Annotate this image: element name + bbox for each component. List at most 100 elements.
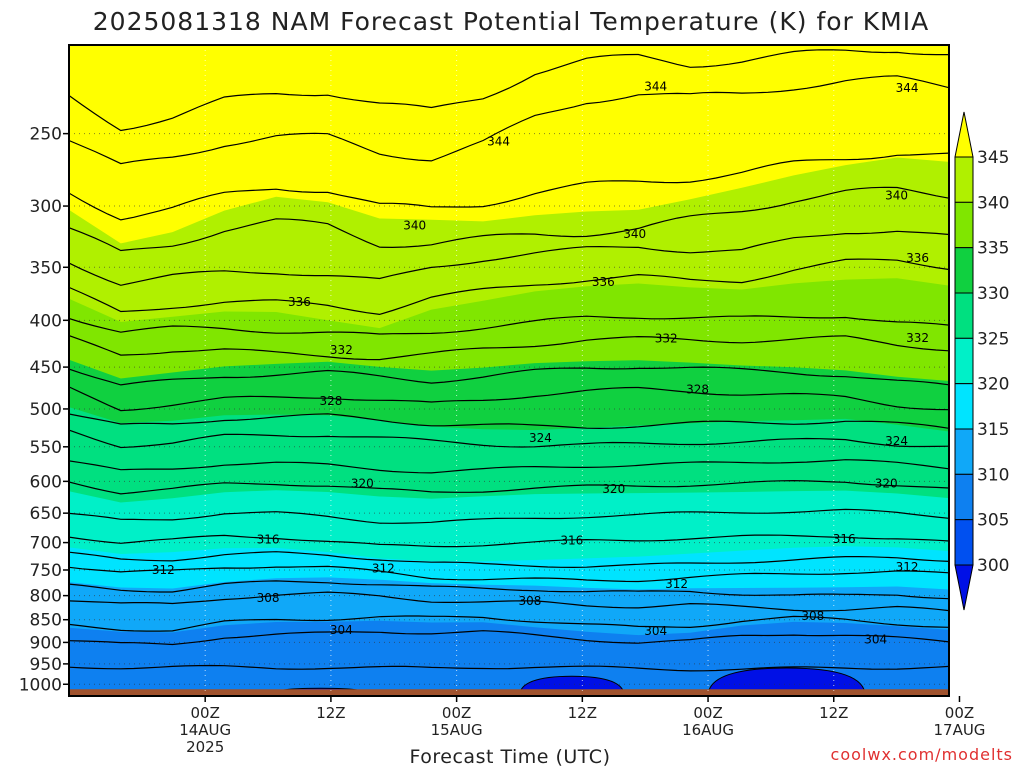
contour-label-320: 320 bbox=[875, 476, 898, 490]
isentrope-342 bbox=[69, 152, 949, 221]
contour-label-328: 328 bbox=[686, 382, 709, 396]
contour-label-312: 312 bbox=[665, 577, 688, 591]
contour-label-324: 324 bbox=[529, 431, 552, 445]
contour-label-340: 340 bbox=[403, 218, 426, 232]
xtick-label-2-0: 00Z bbox=[442, 704, 471, 722]
xtick-label-3-0: 12Z bbox=[568, 704, 597, 722]
colorbar-segment-7 bbox=[954, 473, 974, 521]
isentrope-346 bbox=[69, 49, 949, 132]
colorbar-segment-8 bbox=[954, 519, 974, 566]
colorbar-segment-0 bbox=[954, 156, 974, 203]
contour-label-344: 344 bbox=[896, 81, 919, 95]
isentrope-344 bbox=[69, 75, 949, 165]
xtick-label-6-1: 17AUG bbox=[933, 721, 985, 739]
ground bbox=[69, 689, 949, 696]
chart-title: 2025081318 NAM Forecast Potential Temper… bbox=[93, 7, 929, 36]
isentrope-324 bbox=[69, 429, 949, 449]
contour-label-316: 316 bbox=[257, 533, 280, 547]
xtick-label-5-0: 12Z bbox=[819, 704, 848, 722]
ytick-label-500: 500 bbox=[30, 400, 62, 420]
y-axis-ticks: 2503003504004505005506006507007508008509… bbox=[19, 125, 69, 695]
colorbar-label-310: 310 bbox=[977, 465, 1009, 485]
contour-label-304: 304 bbox=[330, 623, 353, 637]
contour-label-312: 312 bbox=[372, 561, 395, 575]
contour-label-344: 344 bbox=[487, 134, 510, 148]
ytick-label-400: 400 bbox=[30, 311, 62, 331]
isentrope-312 bbox=[69, 565, 949, 583]
colorbar-segment-6 bbox=[954, 428, 974, 475]
contour-label-316: 316 bbox=[833, 532, 856, 546]
ytick-label-700: 700 bbox=[30, 534, 62, 554]
colorbar-label-315: 315 bbox=[977, 420, 1009, 440]
contour-label-340: 340 bbox=[623, 227, 646, 241]
xtick-label-0-1: 14AUG bbox=[179, 721, 231, 739]
contour-label-328: 328 bbox=[319, 394, 342, 408]
colorbar-segment-2 bbox=[954, 247, 974, 294]
ytick-label-450: 450 bbox=[30, 358, 62, 378]
ytick-label-300: 300 bbox=[30, 197, 62, 217]
isentrope-338 bbox=[69, 230, 949, 286]
contour-label-336: 336 bbox=[592, 275, 615, 289]
isentrope-320 bbox=[69, 479, 949, 495]
ytick-label-900: 900 bbox=[30, 633, 62, 653]
contour-label-312: 312 bbox=[152, 563, 175, 577]
contour-label-332: 332 bbox=[906, 331, 929, 345]
contour-label-324: 324 bbox=[885, 434, 908, 448]
ytick-label-650: 650 bbox=[30, 504, 62, 524]
contour-label-308: 308 bbox=[801, 609, 824, 623]
colorbar-segment-5 bbox=[954, 383, 974, 430]
contour-label-340: 340 bbox=[885, 188, 908, 202]
contour-label-344: 344 bbox=[644, 79, 667, 93]
ytick-label-350: 350 bbox=[30, 258, 62, 278]
contour-label-336: 336 bbox=[288, 295, 311, 309]
ytick-label-600: 600 bbox=[30, 472, 62, 492]
isentrope-332 bbox=[69, 335, 949, 361]
colorbar-segment-3 bbox=[954, 292, 974, 339]
xtick-label-0-2: 2025 bbox=[186, 738, 224, 756]
contour-label-308: 308 bbox=[257, 591, 280, 605]
isentrope-316 bbox=[69, 534, 949, 548]
contour-label-332: 332 bbox=[330, 343, 353, 357]
colorbar: 300 305 310 315 320 325 330 335 340 345 bbox=[954, 111, 1009, 611]
colorbar-segment-1 bbox=[954, 201, 974, 249]
ytick-label-850: 850 bbox=[30, 611, 62, 631]
colorbar-label-320: 320 bbox=[977, 375, 1009, 395]
isentrope-326 bbox=[69, 413, 949, 430]
contour-label-312: 312 bbox=[896, 560, 919, 574]
colorbar-arrow-top bbox=[954, 111, 974, 158]
isentrope-334 bbox=[69, 315, 949, 335]
x-axis-label: Forecast Time (UTC) bbox=[410, 746, 611, 768]
isentrope-330 bbox=[69, 366, 949, 386]
isentrope-304 bbox=[69, 630, 949, 646]
xtick-label-2-1: 15AUG bbox=[431, 721, 483, 739]
colorbar-arrow-bottom bbox=[954, 564, 974, 611]
isentrope-336 bbox=[69, 258, 949, 316]
ytick-label-550: 550 bbox=[30, 438, 62, 458]
colorbar-label-325: 325 bbox=[977, 329, 1009, 349]
ground-strip bbox=[69, 689, 949, 696]
isentrope-labels: 312 308 304 316 312 316 308 304 312 316 312 308 304 3… bbox=[152, 79, 929, 646]
colorbar-label-330: 330 bbox=[977, 284, 1009, 304]
isentrope-306 bbox=[69, 615, 949, 632]
plot-frame bbox=[68, 44, 950, 697]
isentrope-322 bbox=[69, 459, 949, 474]
isentrope-314 bbox=[69, 551, 949, 569]
contour-label-316: 316 bbox=[560, 533, 583, 547]
contour-label-320: 320 bbox=[602, 482, 625, 496]
credit-text: coolwx.com/modelts bbox=[831, 745, 1013, 764]
contour-label-320: 320 bbox=[351, 476, 374, 490]
contour-label-308: 308 bbox=[518, 594, 541, 608]
isentrope-302 bbox=[69, 664, 949, 672]
isentrope-308 bbox=[69, 591, 949, 612]
xtick-label-6-0: 00Z bbox=[945, 704, 974, 722]
ytick-label-950: 950 bbox=[30, 655, 62, 675]
colorbar-label-305: 305 bbox=[977, 511, 1009, 531]
xtick-label-4-0: 00Z bbox=[693, 704, 722, 722]
ytick-label-1000: 1000 bbox=[19, 675, 62, 695]
contour-label-332: 332 bbox=[655, 332, 678, 346]
xtick-label-4-1: 16AUG bbox=[682, 721, 734, 739]
contour-label-304: 304 bbox=[644, 624, 667, 638]
min-cell-1 bbox=[707, 667, 866, 696]
